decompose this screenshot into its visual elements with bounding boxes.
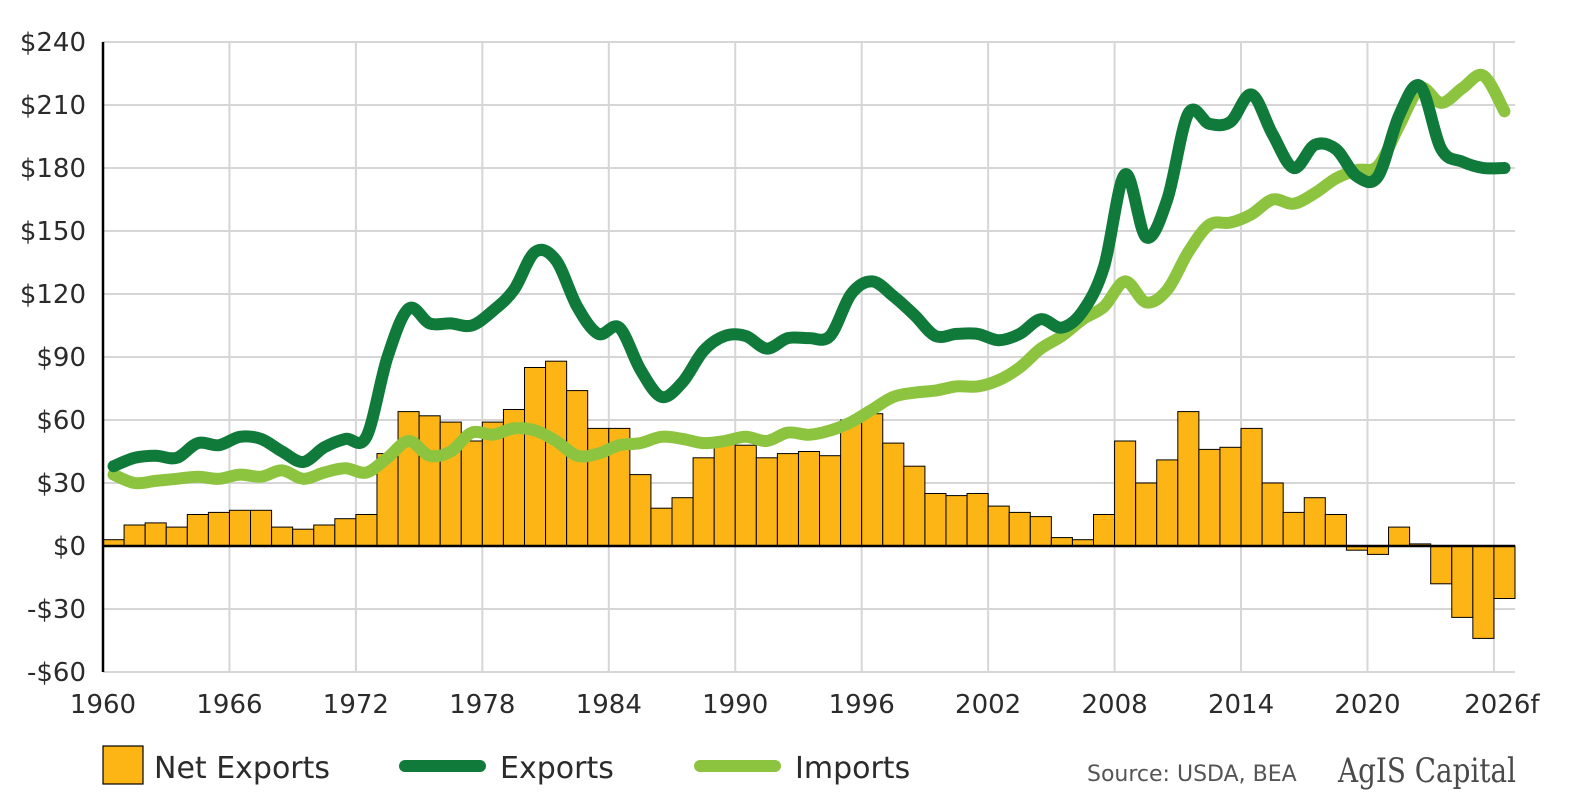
imports-line: [107, 68, 1511, 490]
bar-net-exports-2021: [1388, 526, 1411, 547]
bar-net-exports-1964: [186, 514, 209, 547]
bar-net-exports-2025: [1472, 545, 1495, 639]
x-tick-label: 1966: [196, 690, 262, 720]
bar-net-exports-2002: [987, 505, 1010, 547]
bar-net-exports-2008: [1114, 440, 1137, 547]
bar-net-exports-2024: [1451, 545, 1474, 618]
bar-net-exports-2023: [1430, 545, 1453, 585]
bar-net-exports-1962: [144, 522, 167, 547]
legend-swatch-net-exports: [102, 745, 144, 785]
y-tick-label: $90: [36, 343, 86, 373]
bar-net-exports-2010: [1156, 459, 1179, 547]
y-tick-label: $210: [20, 91, 86, 121]
bar-net-exports-2020: [1366, 545, 1390, 555]
bar-net-exports-1968: [271, 526, 294, 547]
legend: Net Exports Exports Imports: [102, 745, 910, 786]
bar-net-exports-1972: [355, 514, 378, 547]
bar-net-exports-1990: [734, 444, 757, 547]
bar-net-exports-2018: [1324, 514, 1347, 547]
bar-net-exports-1985: [629, 474, 652, 547]
y-tick-label: $60: [36, 406, 86, 436]
y-tick-label: $150: [20, 217, 86, 247]
bar-net-exports-1989: [713, 440, 736, 547]
bar-net-exports-1988: [692, 457, 715, 547]
logo-text: AgIS Capital: [1337, 751, 1516, 791]
x-tick-label: 2008: [1081, 690, 1147, 720]
bar-net-exports-1977: [460, 440, 483, 547]
axes: [101, 42, 1515, 672]
bar-net-exports-1995: [840, 419, 863, 547]
x-tick-label: 2002: [955, 690, 1021, 720]
bar-net-exports-1986: [650, 507, 673, 547]
x-tick-label: 2020: [1334, 690, 1400, 720]
bar-net-exports-1961: [123, 524, 146, 547]
y-tick-label: $180: [20, 154, 86, 184]
bar-net-exports-1997: [882, 442, 905, 547]
bar-net-exports-1963: [165, 526, 188, 547]
bar-net-exports-1975: [418, 415, 441, 547]
bar-net-exports-2000: [945, 495, 968, 547]
bar-net-exports-1980: [523, 367, 547, 547]
x-tick-label: 1984: [576, 690, 642, 720]
bar-net-exports-2012: [1198, 448, 1221, 547]
bar-net-exports-2001: [966, 493, 989, 547]
bar-net-exports-2007: [1093, 514, 1116, 547]
source-note: Source: USDA, BEA: [1087, 762, 1297, 787]
bar-net-exports-1971: [334, 518, 357, 547]
bar-net-exports-1987: [671, 497, 694, 547]
bar-net-exports-1969: [292, 528, 315, 547]
bar-net-exports-1991: [755, 457, 778, 547]
bar-net-exports-2013: [1219, 446, 1242, 547]
bar-net-exports-2026: [1493, 545, 1516, 599]
x-tick-label: 2014: [1208, 690, 1274, 720]
bar-net-exports-1996: [861, 413, 884, 547]
bar-net-exports-1974: [397, 411, 420, 547]
bar-net-exports-1967: [250, 509, 273, 547]
bar-net-exports-2016: [1282, 511, 1305, 547]
bar-net-exports-1965: [207, 511, 230, 547]
x-tick-label: 1990: [702, 690, 768, 720]
bar-net-exports-1966: [228, 509, 252, 547]
y-tick-label: $0: [53, 532, 86, 562]
bar-net-exports-1994: [819, 455, 842, 547]
x-tick-label: 1972: [323, 690, 389, 720]
bar-net-exports-1970: [313, 524, 336, 547]
bar-net-exports-1993: [797, 451, 821, 547]
legend-label-net-exports: Net Exports: [154, 751, 330, 786]
bar-net-exports-1992: [776, 453, 799, 547]
y-tick-label: -$60: [27, 658, 86, 688]
x-axis-tick-labels: 1960 1966 1972 1978 1984 1990 1996 2002 2008 2014…: [70, 690, 1541, 720]
x-tick-label: 1960: [70, 690, 136, 720]
x-tick-label: 2026f: [1464, 690, 1540, 720]
y-tick-label: $240: [20, 28, 86, 58]
x-tick-label: 1996: [829, 690, 895, 720]
bar-net-exports-2015: [1261, 482, 1284, 547]
bar-net-exports-2009: [1135, 482, 1158, 547]
bar-net-exports-2005: [1050, 537, 1073, 547]
bar-net-exports-1998: [903, 465, 926, 547]
bar-net-exports-1999: [924, 493, 947, 547]
bar-net-exports-2014: [1240, 427, 1263, 547]
bar-net-exports-2017: [1303, 497, 1326, 547]
bar-net-exports-1982: [566, 390, 589, 547]
net-exports-bars: [102, 360, 1516, 639]
y-axis-tick-labels: $240 $210 $180 $150 $120 $90 $60 $30 $0 -$30 -$60: [20, 28, 86, 688]
legend-label-imports: Imports: [795, 751, 910, 786]
legend-label-exports: Exports: [500, 751, 614, 786]
exports-line: [107, 79, 1511, 473]
y-tick-label: $30: [36, 469, 86, 499]
x-tick-label: 1978: [449, 690, 515, 720]
bar-net-exports-2004: [1029, 516, 1052, 547]
y-tick-label: -$30: [27, 595, 86, 625]
bar-net-exports-2003: [1008, 511, 1031, 547]
bar-net-exports-2011: [1177, 411, 1200, 547]
agis-capital-logo: AgIS Capital: [1337, 751, 1516, 791]
y-tick-label: $120: [20, 280, 86, 310]
